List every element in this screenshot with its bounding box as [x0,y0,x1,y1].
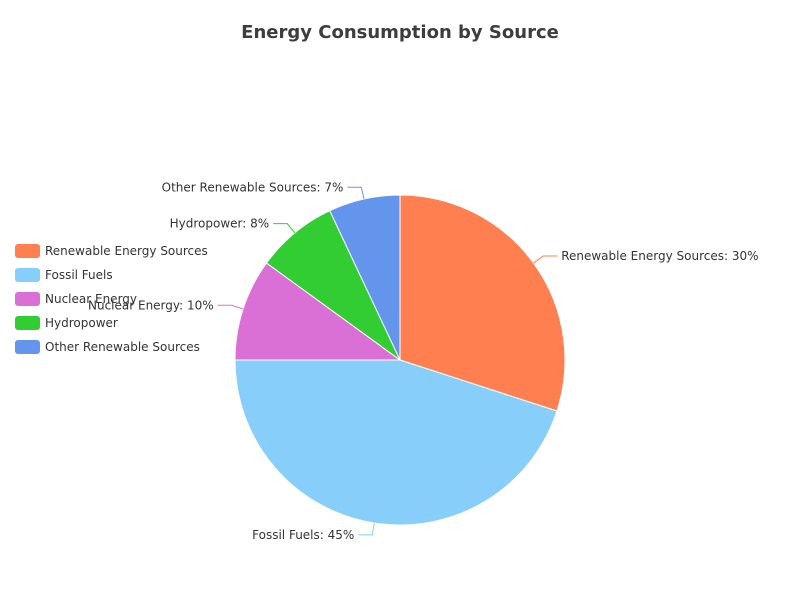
leader-line-nuclear-energy [217,304,244,310]
legend-label-other-renewable-sources[interactable]: Other Renewable Sources [45,340,200,354]
legend-swatch-nuclear-energy[interactable] [15,292,40,306]
legend-label-nuclear-energy[interactable]: Nuclear Energy [45,292,137,306]
legend-swatch-hydropower[interactable] [15,316,40,330]
legend-label-hydropower[interactable]: Hydropower [45,316,118,330]
slice-label-hydropower: Hydropower: 8% [170,217,270,231]
legend-swatch-other-renewable-sources[interactable] [15,340,40,354]
legend-swatch-renewable-energy-sources[interactable] [15,244,40,258]
slice-label-renewable-energy-sources: Renewable Energy Sources: 30% [561,249,758,263]
pie-slice-other-renewable-sources[interactable] [329,194,401,361]
chart-title: Energy Consumption by Source [241,22,559,43]
slice-label-nuclear-energy: Nuclear Energy: 10% [88,298,214,312]
leader-line-hydropower [273,223,296,234]
leader-line-other-renewable-sources [347,186,365,200]
slice-label-other-renewable-sources: Other Renewable Sources: 7% [162,180,344,194]
pie-slice-fossil-fuels[interactable] [234,359,558,526]
slice-label-fossil-fuels: Fossil Fuels: 45% [252,528,354,542]
legend-label-renewable-energy-sources[interactable]: Renewable Energy Sources [45,244,208,258]
legend-swatch-fossil-fuels[interactable] [15,268,40,282]
leader-line-fossil-fuels [358,522,375,536]
leader-line-renewable-energy-sources [533,255,558,264]
legend-label-fossil-fuels[interactable]: Fossil Fuels [45,268,113,282]
pie-slice-renewable-energy-sources[interactable] [399,194,566,412]
